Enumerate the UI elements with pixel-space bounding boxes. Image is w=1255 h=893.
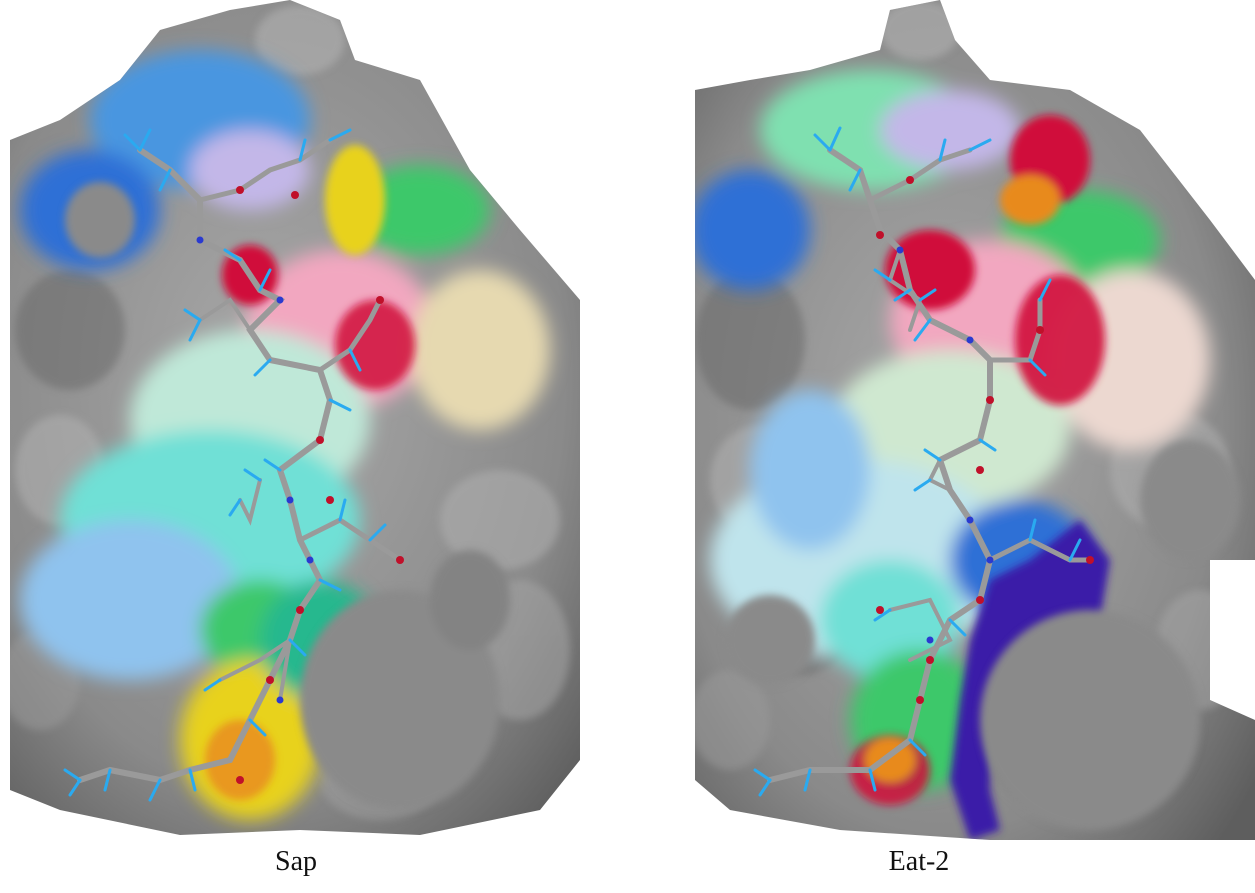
eat2-structure-panel: Eat-2	[690, 0, 1255, 893]
sap-surface-image	[10, 0, 580, 835]
caption-sap: Sap	[275, 846, 317, 877]
caption-eat-2: Eat-2	[888, 846, 950, 877]
sap-structure-panel: Sap	[0, 0, 600, 893]
eat2-surface-image	[695, 0, 1255, 840]
